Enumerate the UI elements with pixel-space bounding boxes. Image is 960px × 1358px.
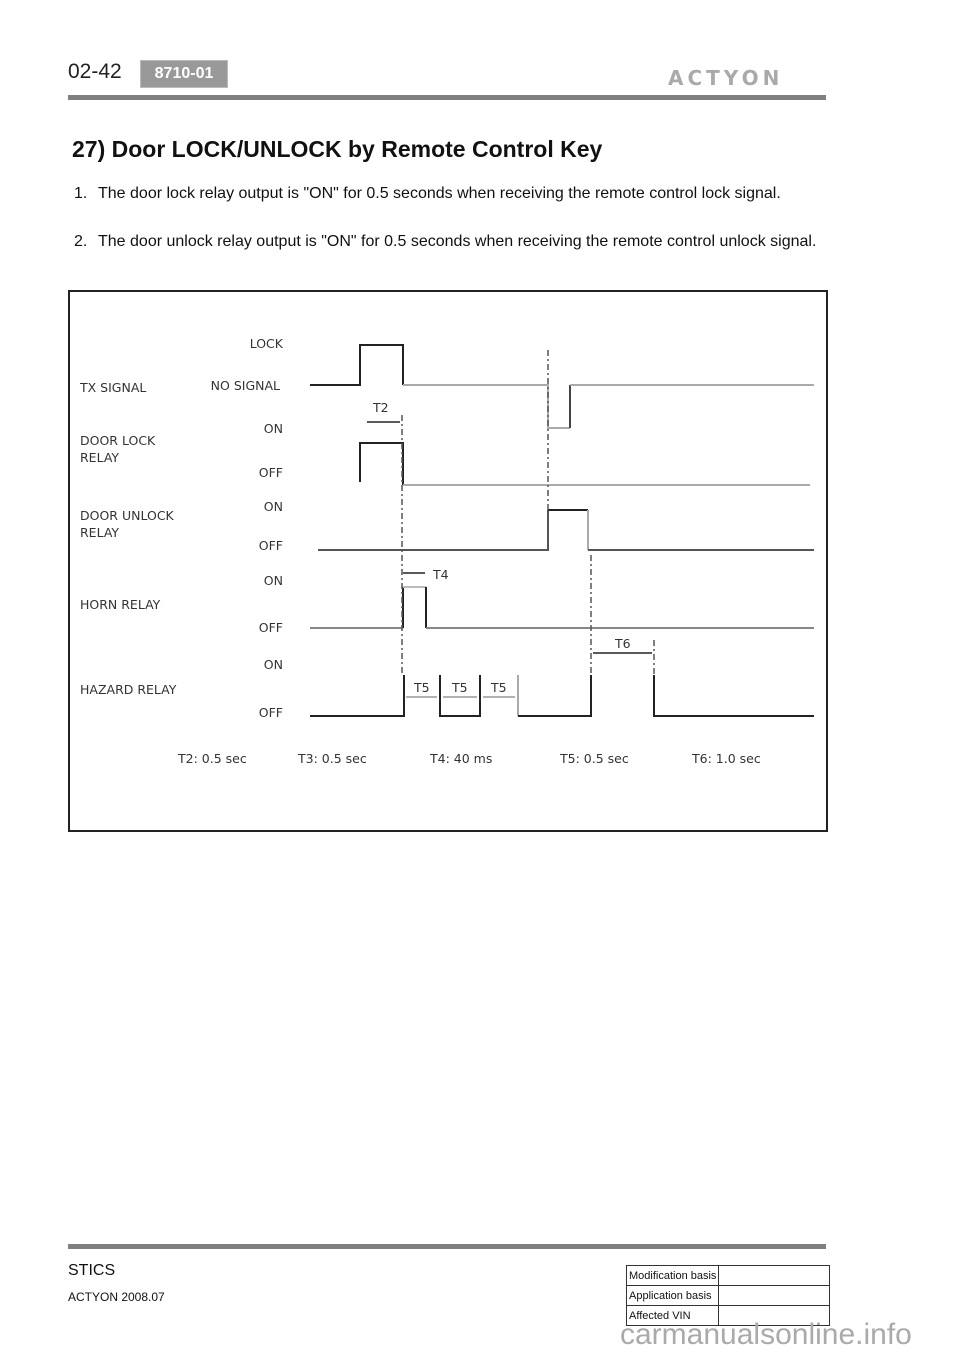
legend-t3: T3: 0.5 sec [297,751,367,766]
legend-t2: T2: 0.5 sec [177,751,247,766]
modification-basis-label: Modification basis [625,1265,720,1286]
tx-signal-wave [310,344,404,386]
lock-low-label: OFF [259,465,283,480]
list-item: 2. The door unlock relay output is "ON" f… [74,230,826,254]
t5-label: T5 [451,680,468,695]
lock-high-label: ON [264,421,283,436]
signal-name: DOOR LOCK [80,433,156,448]
unlock-high-label: ON [264,499,283,514]
affected-vin-value [718,1305,831,1326]
signal-name: HORN RELAY [80,597,161,612]
timing-diagram-frame [68,290,828,832]
list-item: 1. The door lock relay output is "ON" for… [74,182,826,206]
signal-name: RELAY [80,525,119,540]
header-divider [68,95,826,100]
t4-label: T4 [432,567,449,582]
tx-high-label: LOCK [250,336,284,351]
tx-signal-wave-idle [403,384,570,429]
hazard-high-label: ON [264,657,283,672]
hazard-low-label: OFF [259,705,283,720]
t5-label: T5 [490,680,507,695]
signal-name: RELAY [80,450,119,465]
section-code-badge: 8710-01 [140,60,228,88]
brand-logo: ACTYON [668,66,784,90]
signal-name: HAZARD RELAY [80,682,177,697]
application-basis-label: Application basis [625,1285,720,1306]
revision-table: Modification basis Application basis Aff… [625,1265,831,1326]
horn-low-label: OFF [259,620,283,635]
footer-section: STICS [68,1262,116,1279]
modification-basis-value [718,1265,831,1286]
signal-name: DOOR UNLOCK [80,508,175,523]
footer-version: ACTYON 2008.07 [68,1290,165,1304]
legend-t5: T5: 0.5 sec [559,751,629,766]
door-lock-wave [359,442,404,485]
item-number: 2. [74,233,88,250]
tx-low-label: NO SIGNAL [211,378,280,393]
horn-high-label: ON [264,573,283,588]
section-title: 27) Door LOCK/UNLOCK by Remote Control K… [72,136,603,162]
watermark: carmanualsonline.info [620,1318,912,1351]
item-text: The door lock relay output is "ON" for 0… [98,185,781,202]
t6-label: T6 [614,636,631,651]
affected-vin-label: Affected VIN [625,1305,720,1326]
t5-label: T5 [413,680,430,695]
page-number: 02-42 [68,60,122,83]
hazard-relay-wave [310,675,405,717]
door-unlock-wave [318,510,549,551]
footer-divider [68,1244,826,1249]
t2-label: T2 [372,400,389,415]
item-number: 1. [74,185,88,202]
legend-t4: T4: 40 ms [429,751,492,766]
legend-t6: T6: 1.0 sec [691,751,761,766]
unlock-low-label: OFF [259,538,283,553]
application-basis-value [718,1285,831,1306]
item-text: The door unlock relay output is "ON" for… [98,233,817,250]
signal-name: TX SIGNAL [79,380,146,395]
